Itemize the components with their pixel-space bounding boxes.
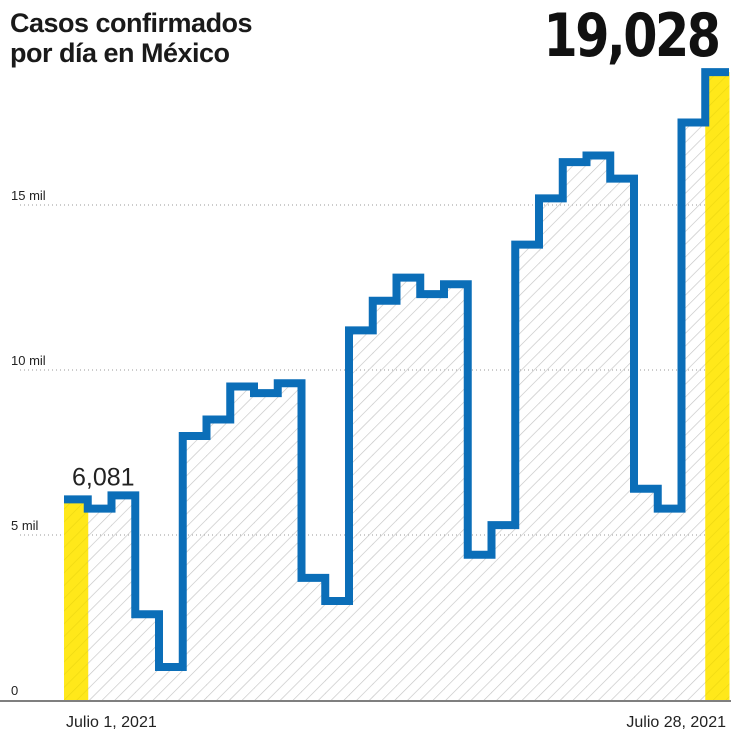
highlighted-bar-hatch — [64, 499, 89, 700]
bar — [515, 244, 540, 700]
bar — [182, 436, 207, 700]
bar — [349, 330, 374, 700]
bar — [467, 554, 492, 700]
bar — [396, 277, 421, 700]
x-label-last: Julio 28, 2021 — [626, 714, 726, 731]
highlighted-bar-hatch — [705, 72, 730, 701]
bar — [586, 155, 611, 700]
bar — [634, 488, 659, 700]
bar — [491, 525, 516, 700]
title-line-1: Casos confirmados — [10, 8, 253, 38]
bar — [206, 419, 231, 700]
bar — [325, 601, 350, 700]
chart-title: Casos confirmados por día en México — [10, 8, 253, 68]
bar — [657, 508, 682, 700]
bar — [87, 508, 112, 700]
y-tick-label: 15 mil — [11, 188, 46, 203]
latest-value-label: 19,028 — [543, 1, 722, 71]
bar — [539, 198, 564, 700]
y-tick-label: 0 — [11, 683, 18, 698]
bar — [372, 300, 397, 700]
bar — [230, 386, 255, 700]
series-step-line — [64, 68, 729, 671]
y-tick-label: 5 mil — [11, 518, 39, 533]
bar — [420, 294, 445, 700]
data-label: 6,081 — [72, 463, 135, 491]
title-line-2: por día en México — [10, 38, 230, 68]
y-tick-label: 10 mil — [11, 353, 46, 368]
bar — [254, 393, 279, 700]
bar — [159, 667, 184, 700]
x-label-first: Julio 1, 2021 — [66, 714, 157, 731]
bar — [681, 122, 706, 700]
bar — [562, 162, 587, 701]
